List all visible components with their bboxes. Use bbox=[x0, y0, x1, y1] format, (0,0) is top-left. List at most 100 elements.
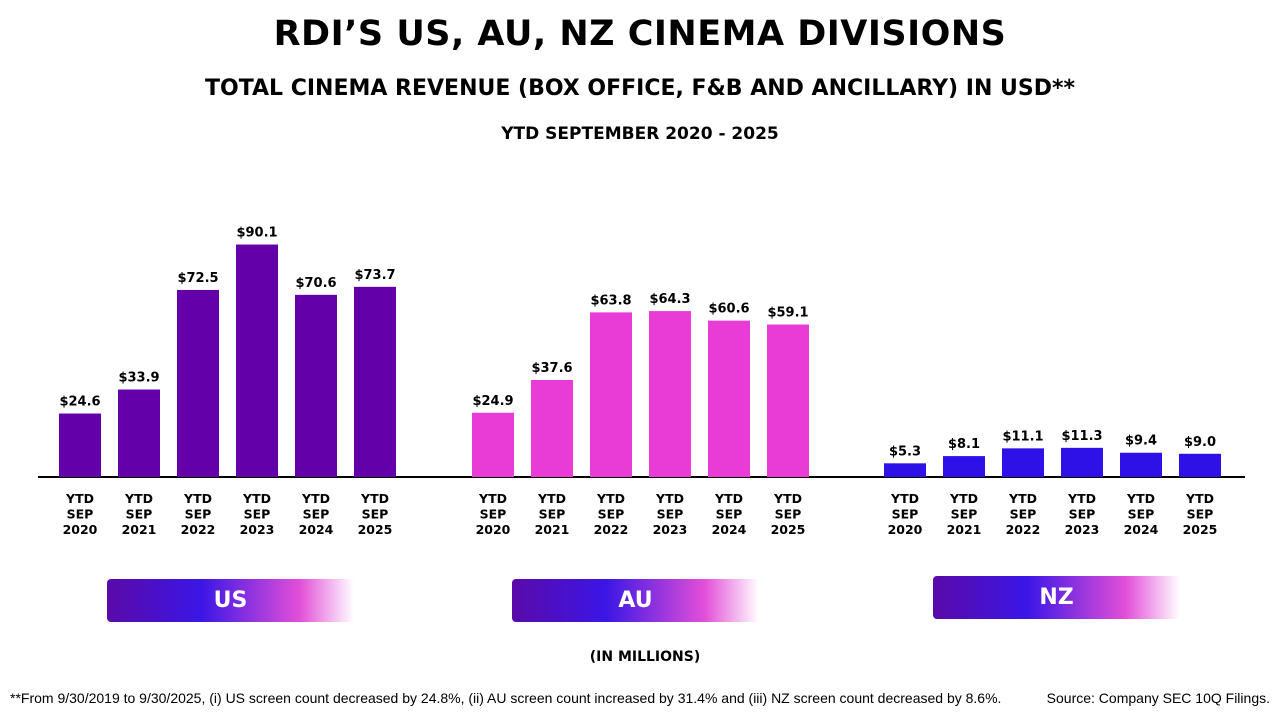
region-badge-au: AU bbox=[512, 579, 759, 622]
data-label-us-3: $90.1 bbox=[236, 226, 277, 241]
tick-label-us-3-line1: YTD bbox=[242, 491, 271, 506]
tick-label-nz-5-line2: SEP bbox=[1187, 507, 1214, 522]
source-note: Source: Company SEC 10Q Filings. bbox=[1046, 690, 1270, 706]
tick-label-nz-2-line2: SEP bbox=[1010, 507, 1037, 522]
bar-nz-2 bbox=[1002, 448, 1044, 477]
data-label-nz-4: $9.4 bbox=[1125, 434, 1157, 449]
tick-label-au-1-line2: SEP bbox=[539, 507, 566, 522]
bar-us-0 bbox=[59, 413, 101, 477]
units-note: (IN MILLIONS) bbox=[589, 649, 701, 665]
tick-label-us-2-line2: SEP bbox=[185, 507, 212, 522]
data-label-nz-5: $9.0 bbox=[1184, 435, 1216, 450]
tick-label-nz-3-line1: YTD bbox=[1067, 491, 1096, 506]
tick-label-au-4-line2: SEP bbox=[716, 507, 743, 522]
tick-label-us-3-line2: SEP bbox=[244, 507, 271, 522]
region-badge-us: US bbox=[107, 579, 354, 622]
tick-label-nz-3-line3: 2023 bbox=[1065, 522, 1100, 537]
bar-au-5 bbox=[767, 324, 809, 477]
region-badge-nz: NZ bbox=[933, 576, 1180, 619]
tick-label-nz-5-line1: YTD bbox=[1185, 491, 1214, 506]
chart-period: YTD SEPTEMBER 2020 - 2025 bbox=[501, 124, 779, 144]
data-label-us-2: $72.5 bbox=[177, 271, 218, 286]
tick-label-au-5-line2: SEP bbox=[775, 507, 802, 522]
tick-label-us-2-line3: 2022 bbox=[181, 522, 216, 537]
tick-label-au-4-line3: 2024 bbox=[712, 522, 747, 537]
tick-label-nz-5-line3: 2025 bbox=[1183, 522, 1218, 537]
chart-title: RDI’S US, AU, NZ CINEMA DIVISIONS bbox=[273, 14, 1007, 54]
tick-label-au-1-line1: YTD bbox=[537, 491, 566, 506]
chart-subtitle: TOTAL CINEMA REVENUE (BOX OFFICE, F&B AN… bbox=[205, 76, 1075, 101]
data-label-us-0: $24.6 bbox=[59, 395, 100, 410]
tick-label-us-0-line3: 2020 bbox=[63, 522, 98, 537]
tick-label-nz-3-line2: SEP bbox=[1069, 507, 1096, 522]
bar-au-0 bbox=[472, 412, 514, 477]
bar-au-4 bbox=[708, 320, 750, 477]
data-label-au-2: $63.8 bbox=[590, 293, 631, 308]
tick-label-nz-1-line1: YTD bbox=[949, 491, 978, 506]
tick-label-nz-0-line1: YTD bbox=[890, 491, 919, 506]
bar-au-2 bbox=[590, 312, 632, 477]
tick-label-au-0-line3: 2020 bbox=[476, 522, 511, 537]
tick-label-nz-2-line3: 2022 bbox=[1006, 522, 1041, 537]
data-label-au-0: $24.9 bbox=[472, 394, 513, 409]
bar-us-5 bbox=[354, 286, 396, 477]
tick-label-au-5-line1: YTD bbox=[773, 491, 802, 506]
bar-us-2 bbox=[177, 289, 219, 477]
bar-nz-0 bbox=[884, 463, 926, 477]
tick-label-au-0-line2: SEP bbox=[480, 507, 507, 522]
bar-us-3 bbox=[236, 244, 278, 477]
data-label-nz-1: $8.1 bbox=[948, 437, 980, 452]
bar-nz-1 bbox=[943, 456, 985, 477]
tick-label-au-3-line2: SEP bbox=[657, 507, 684, 522]
tick-label-us-0-line2: SEP bbox=[67, 507, 94, 522]
tick-label-nz-4-line3: 2024 bbox=[1124, 522, 1159, 537]
bar-nz-4 bbox=[1120, 452, 1162, 477]
tick-label-us-4-line3: 2024 bbox=[299, 522, 334, 537]
tick-label-nz-2-line1: YTD bbox=[1008, 491, 1037, 506]
tick-label-nz-0-line3: 2020 bbox=[888, 522, 923, 537]
data-label-us-1: $33.9 bbox=[118, 371, 159, 386]
tick-label-us-4-line1: YTD bbox=[301, 491, 330, 506]
tick-label-us-5-line3: 2025 bbox=[358, 522, 393, 537]
tick-label-au-5-line3: 2025 bbox=[771, 522, 806, 537]
data-label-nz-3: $11.3 bbox=[1061, 429, 1102, 444]
tick-label-nz-1-line2: SEP bbox=[951, 507, 978, 522]
bar-chart: $24.6YTDSEP2020$33.9YTDSEP2021$72.5YTDSE… bbox=[38, 226, 1245, 537]
data-label-au-1: $37.6 bbox=[531, 361, 572, 376]
tick-label-us-3-line3: 2023 bbox=[240, 522, 275, 537]
tick-label-us-1-line1: YTD bbox=[124, 491, 153, 506]
tick-label-us-1-line3: 2021 bbox=[122, 522, 157, 537]
bar-nz-3 bbox=[1061, 447, 1103, 477]
data-label-nz-2: $11.1 bbox=[1002, 429, 1043, 444]
tick-label-au-3-line1: YTD bbox=[655, 491, 684, 506]
data-label-au-4: $60.6 bbox=[708, 302, 749, 317]
footnote: **From 9/30/2019 to 9/30/2025, (i) US sc… bbox=[10, 690, 1002, 706]
tick-label-us-4-line2: SEP bbox=[303, 507, 330, 522]
data-label-nz-0: $5.3 bbox=[889, 444, 921, 459]
bar-nz-5 bbox=[1179, 453, 1221, 477]
tick-label-au-2-line1: YTD bbox=[596, 491, 625, 506]
tick-label-au-1-line3: 2021 bbox=[535, 522, 570, 537]
data-label-au-5: $59.1 bbox=[767, 306, 808, 321]
tick-label-au-0-line1: YTD bbox=[478, 491, 507, 506]
tick-label-au-2-line3: 2022 bbox=[594, 522, 629, 537]
tick-label-nz-4-line2: SEP bbox=[1128, 507, 1155, 522]
tick-label-nz-0-line2: SEP bbox=[892, 507, 919, 522]
tick-label-au-3-line3: 2023 bbox=[653, 522, 688, 537]
tick-label-nz-1-line3: 2021 bbox=[947, 522, 982, 537]
tick-label-us-0-line1: YTD bbox=[65, 491, 94, 506]
tick-label-au-2-line2: SEP bbox=[598, 507, 625, 522]
bar-au-3 bbox=[649, 311, 691, 477]
tick-label-nz-4-line1: YTD bbox=[1126, 491, 1155, 506]
data-label-au-3: $64.3 bbox=[649, 292, 690, 307]
bar-us-1 bbox=[118, 389, 160, 477]
data-label-us-4: $70.6 bbox=[295, 276, 336, 291]
bar-us-4 bbox=[295, 294, 337, 477]
tick-label-us-2-line1: YTD bbox=[183, 491, 212, 506]
tick-label-us-5-line2: SEP bbox=[362, 507, 389, 522]
data-label-us-5: $73.7 bbox=[354, 268, 395, 283]
tick-label-au-4-line1: YTD bbox=[714, 491, 743, 506]
tick-label-us-5-line1: YTD bbox=[360, 491, 389, 506]
tick-label-us-1-line2: SEP bbox=[126, 507, 153, 522]
bar-au-1 bbox=[531, 379, 573, 477]
